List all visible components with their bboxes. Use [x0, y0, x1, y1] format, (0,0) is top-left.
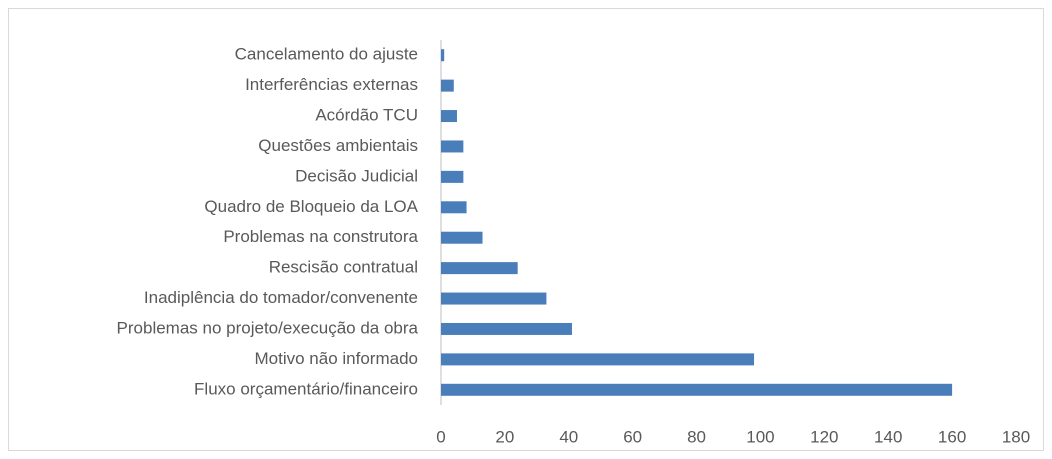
- y-tick-label: Fluxo orçamentário/financeiro: [194, 379, 418, 398]
- x-tick-label: 80: [687, 427, 706, 446]
- y-tick-label: Quadro de Bloqueio da LOA: [204, 197, 418, 216]
- bar: [441, 322, 572, 335]
- x-tick-label: 20: [495, 427, 514, 446]
- bar: [441, 383, 953, 396]
- bar: [441, 110, 457, 123]
- y-tick-label: Inadiplência do tomador/convenente: [144, 288, 418, 307]
- bar: [441, 201, 467, 214]
- bar: [441, 79, 454, 92]
- bar: [441, 262, 518, 275]
- y-tick-label: Problemas no projeto/execução da obra: [117, 318, 419, 337]
- y-tick-label: Problemas na construtora: [223, 227, 418, 246]
- bar: [441, 292, 547, 305]
- bar: [441, 170, 464, 183]
- y-tick-label: Cancelamento do ajuste: [235, 45, 418, 64]
- bar: [441, 353, 755, 366]
- y-tick-label: Questões ambientais: [258, 136, 418, 155]
- x-tick-label: 100: [746, 427, 774, 446]
- y-tick-label: Rescisão contratual: [269, 258, 418, 277]
- x-tick-label: 160: [938, 427, 966, 446]
- x-tick-label: 0: [436, 427, 445, 446]
- y-tick-label: Interferências externas: [245, 75, 418, 94]
- bar: [441, 231, 483, 244]
- x-tick-label: 120: [810, 427, 838, 446]
- y-tick-label: Acórdão TCU: [315, 106, 418, 125]
- y-tick-label: Decisão Judicial: [295, 166, 418, 185]
- chart-frame: [8, 8, 1044, 451]
- bar: [441, 140, 464, 153]
- bar: [441, 49, 445, 62]
- x-tick-label: 140: [874, 427, 902, 446]
- x-tick-label: 60: [623, 427, 642, 446]
- y-tick-label: Motivo não informado: [255, 349, 418, 368]
- x-tick-label: 40: [559, 427, 578, 446]
- x-tick-label: 180: [1002, 427, 1030, 446]
